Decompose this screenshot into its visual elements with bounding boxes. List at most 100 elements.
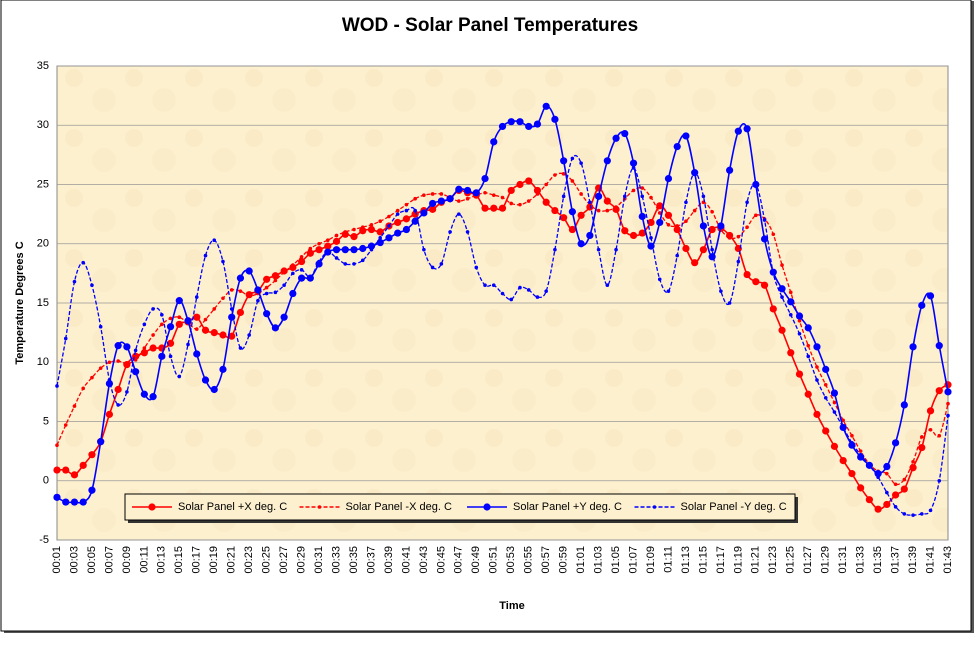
series-marker: [413, 208, 417, 213]
x-tick-label: 00:37: [365, 546, 377, 574]
series-marker: [125, 390, 129, 394]
series-marker: [638, 229, 646, 237]
x-tick-label: 01:13: [680, 546, 692, 574]
series-marker: [614, 205, 618, 209]
series-marker: [926, 407, 935, 415]
series-marker: [53, 493, 61, 501]
series-marker: [649, 236, 653, 240]
series-marker: [919, 435, 924, 439]
series-marker: [760, 281, 769, 289]
series-marker: [341, 246, 349, 254]
series-marker: [160, 322, 164, 327]
series-marker: [588, 200, 592, 205]
series-marker: [638, 212, 646, 221]
series-marker: [544, 182, 548, 187]
series-marker: [359, 227, 367, 235]
series-marker: [919, 512, 924, 516]
series-marker: [647, 218, 655, 227]
series-marker: [649, 195, 653, 200]
x-tick-label: 00:31: [313, 546, 325, 574]
series-marker: [160, 313, 164, 317]
x-tick-label: 00:47: [453, 546, 465, 574]
x-tick-label: 01:15: [697, 546, 709, 574]
series-marker: [55, 443, 59, 448]
series-marker: [315, 246, 323, 254]
series-marker: [229, 307, 234, 311]
series-marker: [500, 195, 505, 200]
series-marker: [874, 505, 882, 513]
series-marker: [264, 285, 269, 290]
series-marker: [553, 173, 557, 177]
series-marker: [177, 374, 182, 379]
x-tick-label: 01:39: [907, 546, 919, 574]
series-marker: [404, 202, 409, 207]
series-marker: [858, 452, 863, 457]
legend-label: Solar Panel -Y deg. C: [681, 501, 787, 513]
series-marker: [221, 259, 225, 264]
series-marker: [98, 366, 103, 370]
series-marker: [350, 233, 358, 241]
series-marker: [867, 463, 872, 468]
x-tick-label: 01:23: [767, 546, 779, 574]
x-tick-label: 00:27: [278, 546, 290, 574]
series-marker: [727, 236, 732, 240]
series-marker: [114, 385, 122, 394]
series-marker: [151, 307, 155, 311]
series-marker: [946, 401, 950, 406]
series-marker: [166, 323, 175, 331]
series-marker: [210, 329, 218, 337]
x-tick-label: 00:43: [418, 546, 430, 574]
series-marker: [88, 486, 96, 494]
series-marker: [909, 343, 917, 351]
x-tick-label: 01:37: [889, 546, 901, 574]
series-marker: [806, 343, 811, 348]
y-tick-label: 30: [37, 119, 49, 131]
legend-label: Solar Panel -X deg. C: [346, 501, 452, 513]
series-marker: [857, 453, 865, 461]
series-marker: [289, 263, 297, 272]
series-marker: [691, 259, 699, 267]
x-tick-label: 00:05: [86, 546, 98, 574]
series-marker: [457, 212, 461, 216]
series-marker: [465, 196, 470, 201]
series-marker: [788, 313, 793, 317]
series-marker: [911, 513, 915, 517]
series-marker: [621, 129, 629, 138]
series-marker: [664, 211, 673, 219]
series-marker: [535, 192, 540, 196]
x-tick-label: 00:29: [295, 546, 307, 574]
series-marker: [891, 439, 900, 447]
series-marker: [832, 410, 837, 414]
series-marker: [509, 201, 514, 206]
series-marker: [544, 289, 548, 293]
series-marker: [63, 336, 68, 341]
series-marker: [168, 354, 173, 359]
series-marker: [385, 234, 393, 242]
legend-marker: [148, 503, 156, 511]
series-marker: [271, 324, 279, 332]
series-marker: [483, 283, 487, 288]
series-marker: [62, 498, 70, 506]
series-marker: [657, 211, 662, 215]
series-marker: [229, 288, 234, 292]
x-tick-label: 00:01: [51, 546, 63, 574]
series-marker: [97, 438, 105, 446]
series-marker: [263, 310, 271, 318]
series-marker: [900, 401, 908, 409]
x-tick-label: 00:03: [68, 546, 80, 574]
series-marker: [736, 259, 741, 264]
series-marker: [481, 204, 489, 212]
series-marker: [570, 179, 575, 183]
series-marker: [509, 297, 514, 302]
series-marker: [360, 225, 365, 229]
series-marker: [334, 256, 339, 260]
series-marker: [394, 229, 402, 237]
series-marker: [413, 196, 417, 201]
series-marker: [430, 192, 435, 196]
series-marker: [518, 202, 522, 207]
series-marker: [324, 242, 332, 250]
series-marker: [745, 200, 749, 205]
series-marker: [710, 209, 714, 214]
x-tick-label: 00:45: [435, 546, 447, 574]
series-marker: [70, 471, 79, 479]
